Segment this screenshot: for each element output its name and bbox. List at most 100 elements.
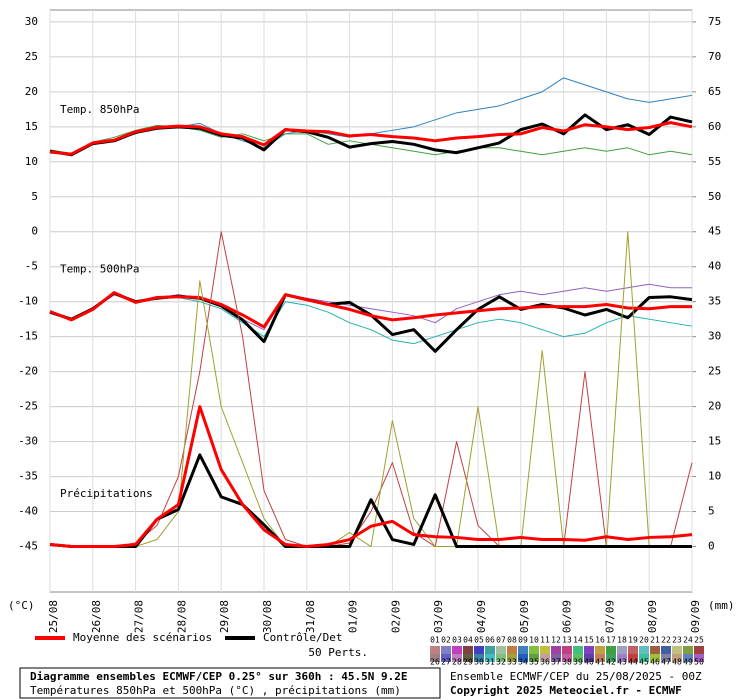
panel-label: Précipitations [60, 487, 153, 500]
panel-label: Temp. 850hPa [60, 103, 139, 116]
x-tick-label: 31/08 [304, 600, 317, 633]
perturbation-code: 39 [573, 658, 583, 667]
y-tick-label: 0 [31, 225, 38, 238]
member-line [49, 231, 693, 548]
perturbation-code: 27 [441, 658, 451, 667]
x-tick-label: 07/09 [603, 600, 616, 633]
y-tick-label: 30 [25, 15, 38, 28]
perturbation-swatch [584, 654, 594, 662]
perturbation-swatch [661, 646, 671, 654]
perturbation-swatch [452, 654, 462, 662]
perturbation-code: 48 [672, 658, 682, 667]
perturbation-code: 23 [672, 636, 682, 645]
y-tick-label: -35 [18, 470, 38, 483]
perturbation-swatch [474, 646, 484, 654]
x-tick-label: 26/08 [90, 600, 103, 633]
perturbation-swatch [441, 654, 451, 662]
perturbation-code: 30 [474, 658, 484, 667]
perturbation-code: 36 [540, 658, 550, 667]
perturbation-swatch [606, 654, 616, 662]
perturbation-swatch [551, 646, 561, 654]
perturbation-swatch [672, 654, 682, 662]
x-tick-label: 28/08 [175, 600, 188, 633]
y-tick-label: -45 [18, 540, 38, 553]
perturbation-code: 44 [628, 658, 638, 667]
perturbation-swatch [485, 646, 495, 654]
perturbation-code: 47 [661, 658, 671, 667]
perturbation-code: 14 [573, 636, 583, 645]
perturbation-swatch [661, 654, 671, 662]
perturbation-code: 12 [551, 636, 561, 645]
perturbation-code: 41 [595, 658, 605, 667]
perturbation-swatch [430, 654, 440, 662]
perturbation-code: 33 [507, 658, 517, 667]
mean-line [49, 291, 692, 329]
perturbation-code: 35 [529, 658, 539, 667]
perturbation-swatch [606, 646, 616, 654]
perturbation-code: 01 [430, 636, 440, 645]
perturbation-code: 10 [529, 636, 539, 645]
perturbation-swatch [518, 646, 528, 654]
x-tick-label: 29/08 [218, 600, 231, 633]
y2-tick-label: 40 [708, 260, 721, 273]
y-tick-label: -40 [18, 505, 38, 518]
x-tick-label: 03/09 [432, 600, 445, 633]
perturbation-swatch [507, 654, 517, 662]
perturbation-swatch [650, 654, 660, 662]
perturbations-label: 50 Perts. [308, 646, 368, 659]
y-tick-label: -25 [18, 400, 38, 413]
perturbation-code: 46 [650, 658, 660, 667]
perturbation-swatch [507, 646, 517, 654]
y2-tick-label: 30 [708, 330, 721, 343]
perturbation-code: 21 [650, 636, 660, 645]
y2-tick-label: 55 [708, 155, 721, 168]
x-tick-label: 05/09 [518, 600, 531, 633]
perturbation-code: 43 [617, 658, 627, 667]
mean-line [49, 405, 693, 549]
perturbation-code: 42 [606, 658, 616, 667]
panel-label: Temp. 500hPa [60, 262, 139, 275]
perturbation-code: 32 [496, 658, 506, 667]
footer-copyright: Copyright 2025 Meteociel.fr - ECMWF [450, 684, 682, 697]
x-tick-label: 02/09 [389, 600, 402, 633]
perturbation-swatch [540, 654, 550, 662]
y-tick-label: -30 [18, 435, 38, 448]
perturbation-code: 34 [518, 658, 528, 667]
perturbation-code: 31 [485, 658, 495, 667]
y2-tick-label: 0 [708, 540, 715, 553]
y2-tick-label: 5 [708, 505, 715, 518]
footer-run: Ensemble ECMWF/CEP du 25/08/2025 - 00Z [450, 670, 702, 683]
perturbation-swatch [452, 646, 462, 654]
perturbation-code: 25 [694, 636, 704, 645]
perturbation-swatch [573, 654, 583, 662]
perturbation-swatch [529, 646, 539, 654]
perturbation-code: 22 [661, 636, 671, 645]
perturbation-code: 38 [562, 658, 572, 667]
perturbation-swatch [573, 646, 583, 654]
y2-tick-label: 65 [708, 85, 721, 98]
perturbation-code: 40 [584, 658, 594, 667]
y-tick-label: -10 [18, 295, 38, 308]
perturbation-swatch [672, 646, 682, 654]
perturbation-swatch [518, 654, 528, 662]
perturbation-swatch [639, 646, 649, 654]
y2-tick-label: 35 [708, 295, 721, 308]
perturbation-code: 29 [463, 658, 473, 667]
perturbation-swatch [683, 646, 693, 654]
x-tick-label: 01/09 [347, 600, 360, 633]
y2-tick-label: 20 [708, 400, 721, 413]
perturbation-code: 24 [683, 636, 693, 645]
perturbation-code: 45 [639, 658, 649, 667]
y-tick-label: 20 [25, 85, 38, 98]
perturbation-swatch [551, 654, 561, 662]
perturbation-code: 17 [606, 636, 616, 645]
perturbation-swatch [683, 654, 693, 662]
perturbation-swatch [496, 654, 506, 662]
perturbation-swatch [595, 646, 605, 654]
perturbation-code: 05 [474, 636, 484, 645]
perturbation-swatch [562, 654, 572, 662]
perturbation-swatch [474, 654, 484, 662]
mean-line [49, 121, 693, 156]
y-tick-label: 5 [31, 190, 38, 203]
y2-tick-label: 25 [708, 365, 721, 378]
